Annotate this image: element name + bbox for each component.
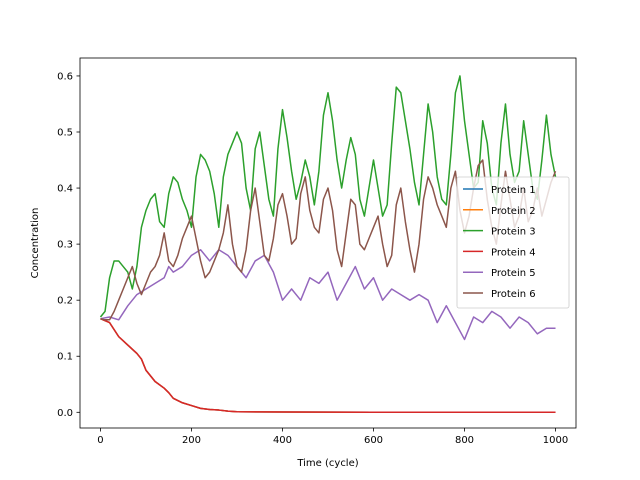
plot-lines — [99, 75, 557, 413]
x-axis-ticks: 0 200 400 600 800 1000 — [97, 428, 568, 446]
x-tick-label: 200 — [182, 435, 201, 446]
x-axis-label: Time (cycle) — [296, 458, 358, 469]
x-tick-label: 600 — [364, 435, 383, 446]
x-tick-label: 1000 — [543, 435, 568, 446]
x-tick-label: 0 — [97, 435, 103, 446]
series-line-protein-2 — [100, 317, 556, 413]
series-line-protein-6 — [100, 159, 557, 321]
series-line-protein-4 — [100, 317, 556, 413]
legend: Protein 1 Protein 2 Protein 3 Protein 4 Prot… — [456, 176, 570, 309]
y-tick-label: 0.0 — [57, 408, 73, 419]
y-tick-label: 0.6 — [57, 71, 73, 82]
y-tick-label: 0.1 — [57, 352, 73, 363]
legend-label-protein-3: Protein 3 — [491, 227, 536, 238]
y-tick-label: 0.3 — [57, 240, 73, 251]
y-tick-label: 0.2 — [57, 296, 73, 307]
x-tick-label: 800 — [455, 435, 474, 446]
legend-label-protein-6: Protein 6 — [491, 289, 536, 300]
series-line-protein-5 — [100, 248, 556, 341]
series-line-protein-1 — [100, 317, 556, 413]
y-axis-ticks: 0.0 0.1 0.2 0.3 0.4 0.5 0.6 — [57, 71, 80, 419]
legend-box — [456, 176, 570, 309]
legend-label-protein-1: Protein 1 — [491, 185, 536, 196]
y-tick-label: 0.4 — [57, 184, 73, 195]
x-tick-label: 400 — [273, 435, 292, 446]
legend-label-protein-4: Protein 4 — [491, 247, 536, 258]
series-line-protein-3 — [99, 75, 557, 318]
y-axis-label: Concentration — [30, 208, 41, 279]
legend-label-protein-5: Protein 5 — [491, 268, 536, 279]
plot-frame — [79, 57, 577, 429]
legend-label-protein-2: Protein 2 — [491, 206, 536, 217]
y-tick-label: 0.5 — [57, 128, 73, 139]
